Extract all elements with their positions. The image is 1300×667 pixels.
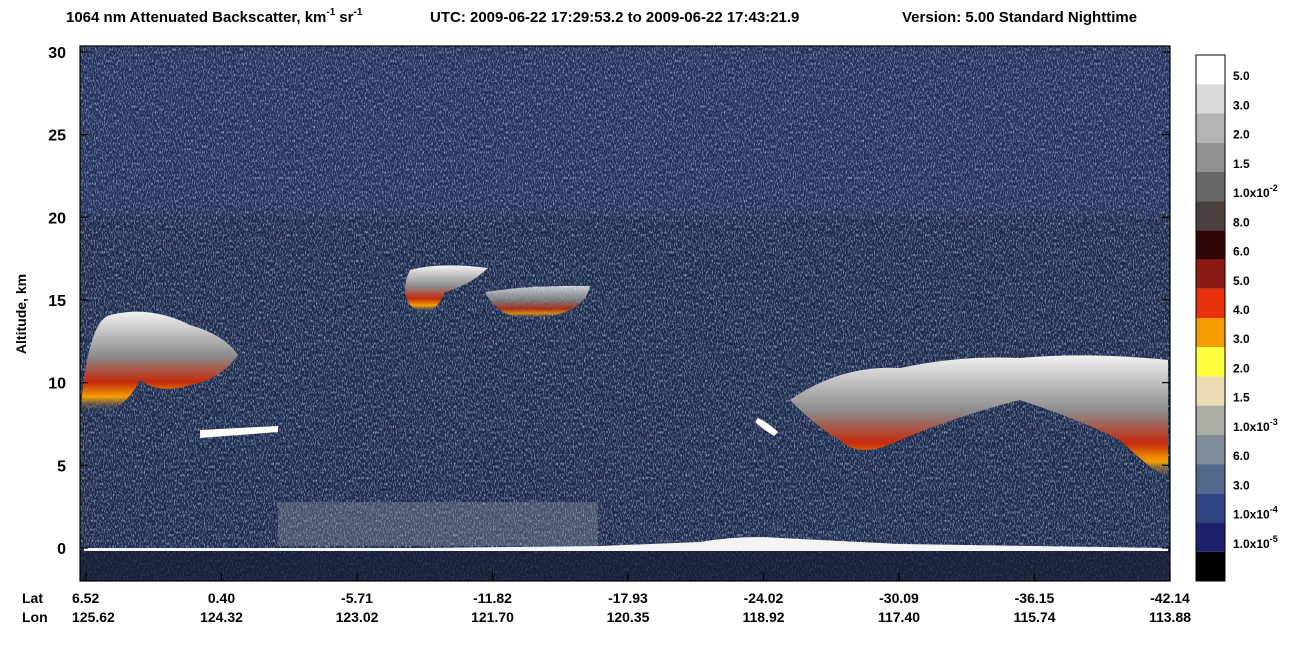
colorbar-label-text: 1.5 <box>1233 157 1250 171</box>
x-row-label: Lat <box>22 590 43 606</box>
x-lon-label: 124.32 <box>200 609 243 625</box>
colorbar-label-text: 1.0x10 <box>1233 508 1270 522</box>
colorbar-frame <box>1195 54 1226 582</box>
colorbar-label-sup: -3 <box>1270 417 1278 427</box>
colorbar-label-text: 1.5 <box>1233 391 1250 405</box>
y-tick-label: 15 <box>48 293 66 310</box>
x-lon-label: 125.62 <box>72 609 115 625</box>
colorbar-label: 3.0 <box>1233 332 1250 346</box>
title-sup: -1 <box>326 7 335 18</box>
colorbar-swatch <box>1196 434 1225 465</box>
colorbar-label-sup: -2 <box>1270 183 1278 193</box>
x-row-label: Lon <box>22 609 48 625</box>
colorbar-swatch <box>1196 142 1225 172</box>
colorbar-label-text: 2.0 <box>1233 128 1250 142</box>
colorbar-label: 1.0x10-5 <box>1233 534 1278 551</box>
x-lon-label: 123.02 <box>336 609 379 625</box>
colorbar-label: 5.0 <box>1233 69 1250 83</box>
x-lat-label: -5.71 <box>341 590 373 606</box>
colorbar-swatch <box>1196 201 1225 231</box>
colorbar-label-text: 8.0 <box>1233 215 1250 229</box>
x-lat-label: 6.52 <box>72 590 99 606</box>
colorbar-label: 1.5 <box>1233 391 1250 405</box>
x-lat-label: -30.09 <box>879 590 919 606</box>
colorbar-swatch <box>1196 55 1225 85</box>
colorbar-swatch <box>1196 493 1225 523</box>
y-tick-label: 30 <box>48 45 66 62</box>
x-lon-label: 113.88 <box>1149 609 1191 625</box>
colorbar-swatch <box>1196 171 1225 202</box>
colorbar-swatch <box>1196 376 1225 406</box>
title-sup: -1 <box>353 7 362 18</box>
colorbar-swatch <box>1196 551 1225 581</box>
colorbar-label-text: 1.0x10 <box>1233 186 1270 200</box>
colorbar-label: 1.0x10-2 <box>1233 183 1278 200</box>
title-utc: UTC: 2009-06-22 17:29:53.2 to 2009-06-22… <box>430 9 799 26</box>
colorbar-label-text: 3.0 <box>1233 478 1250 492</box>
colorbar-label-text: 3.0 <box>1233 332 1250 346</box>
colorbar-swatch <box>1196 405 1225 435</box>
colorbar-label: 2.0 <box>1233 361 1250 375</box>
colorbar-label: 4.0 <box>1233 303 1250 317</box>
x-lon-label: 117.40 <box>878 609 920 625</box>
x-lat-label: -17.93 <box>608 590 648 606</box>
plot-frame <box>79 45 1171 582</box>
y-tick-label: 5 <box>57 458 66 475</box>
colorbar-swatch <box>1196 464 1225 494</box>
colorbar-label-text: 2.0 <box>1233 361 1250 375</box>
colorbar-label-text: 4.0 <box>1233 303 1250 317</box>
colorbar-swatch <box>1196 113 1225 143</box>
title-version: Version: 5.00 Standard Nighttime <box>902 9 1137 26</box>
x-lat-label: -36.15 <box>1015 590 1055 606</box>
x-lat-label: -42.14 <box>1150 590 1190 606</box>
colorbar-swatch <box>1196 230 1225 260</box>
x-lon-label: 120.35 <box>607 609 650 625</box>
colorbar-label: 6.0 <box>1233 245 1250 259</box>
colorbar-label-text: 3.0 <box>1233 98 1250 112</box>
title-main: 1064 nm Attenuated Backscatter, km-1 sr-1 <box>66 7 363 26</box>
colorbar-label-sup: -4 <box>1270 505 1278 515</box>
title-text: 1064 nm Attenuated Backscatter, km <box>66 9 326 26</box>
colorbar-label-text: 1.0x10 <box>1233 537 1270 551</box>
colorbar-label: 3.0 <box>1233 478 1250 492</box>
colorbar-label-text: 1.0x10 <box>1233 420 1270 434</box>
y-tick-label: 10 <box>48 376 66 393</box>
colorbar-label: 8.0 <box>1233 215 1250 229</box>
colorbar-swatch <box>1196 318 1225 348</box>
backscatter-image <box>80 46 1170 581</box>
colorbar-label-text: 5.0 <box>1233 69 1250 83</box>
colorbar-label: 2.0 <box>1233 128 1250 142</box>
x-lat-label: -24.02 <box>744 590 784 606</box>
y-tick-label: 0 <box>57 541 66 558</box>
x-lon-label: 118.92 <box>742 609 784 625</box>
title-text: sr <box>339 9 353 26</box>
colorbar-label-text: 5.0 <box>1233 274 1250 288</box>
x-lon-label: 115.74 <box>1013 609 1055 625</box>
colorbar-label: 5.0 <box>1233 274 1250 288</box>
y-tick-label: 25 <box>48 128 66 145</box>
colorbar-swatch <box>1196 288 1225 318</box>
x-lat-label: 0.40 <box>208 590 235 606</box>
colorbar-swatch <box>1196 259 1225 289</box>
colorbar-label-sup: -5 <box>1270 534 1278 544</box>
colorbar-label: 3.0 <box>1233 98 1250 112</box>
x-lon-label: 121.70 <box>471 609 514 625</box>
y-tick-label: 20 <box>48 210 66 227</box>
colorbar-label: 6.0 <box>1233 449 1250 463</box>
colorbar-label-text: 6.0 <box>1233 245 1250 259</box>
colorbar-label: 1.5 <box>1233 157 1250 171</box>
colorbar-swatch <box>1196 522 1225 552</box>
y-axis-label: Altitude, km <box>13 274 29 354</box>
title: 1064 nm Attenuated Backscatter, km-1 sr-1… <box>66 7 1137 26</box>
colorbar-label-text: 6.0 <box>1233 449 1250 463</box>
colorbar-label: 1.0x10-4 <box>1233 505 1278 522</box>
colorbar-swatch <box>1196 84 1225 114</box>
colorbar-label: 1.0x10-3 <box>1233 417 1278 434</box>
colorbar-swatch <box>1196 347 1225 377</box>
x-lat-label: -11.82 <box>473 590 512 606</box>
